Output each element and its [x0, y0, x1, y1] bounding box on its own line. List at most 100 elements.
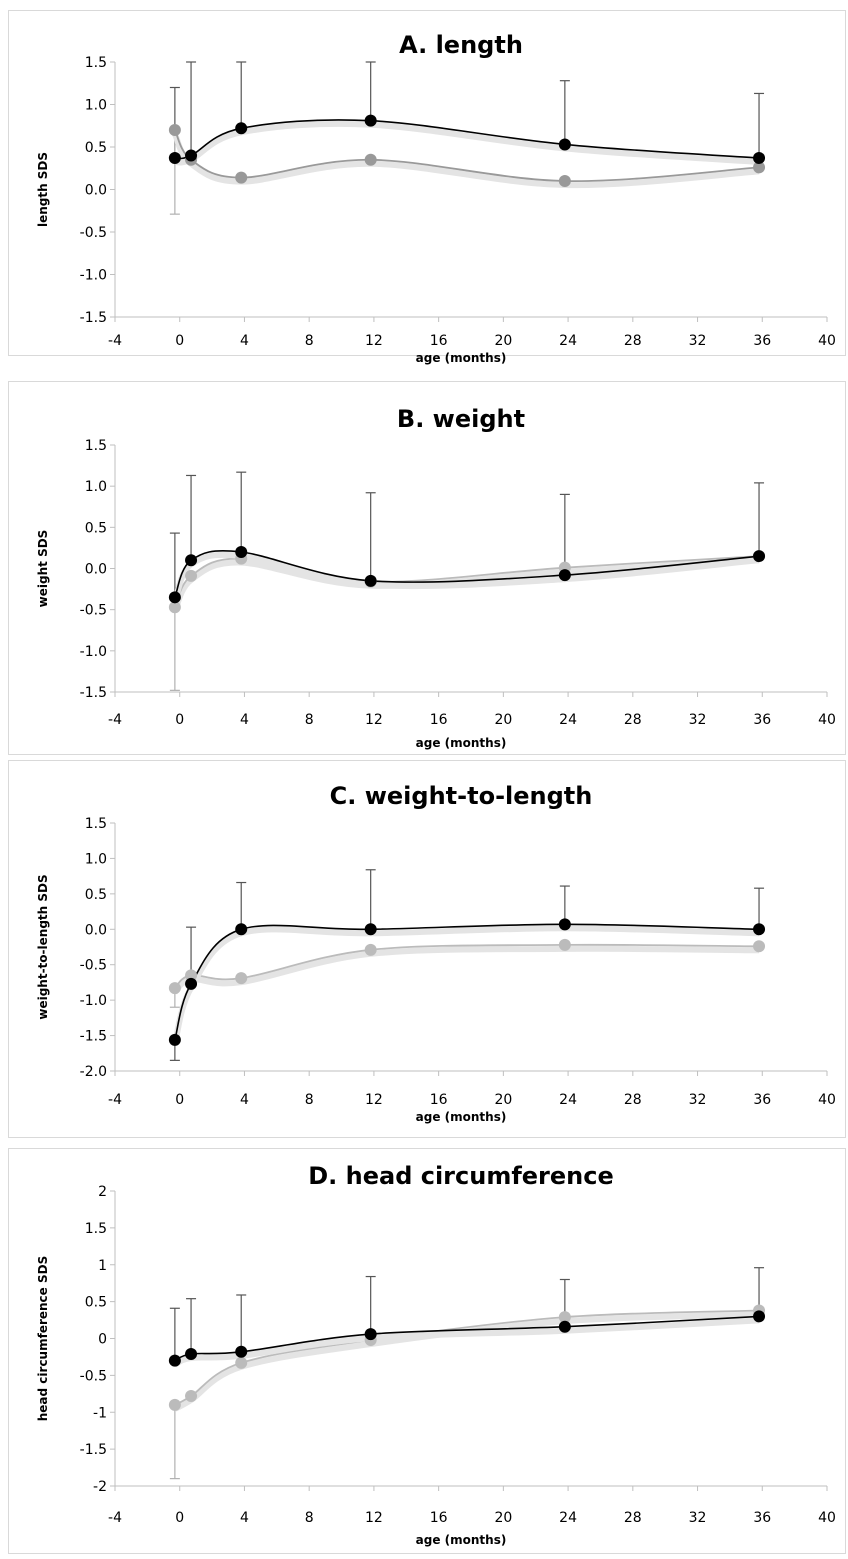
x-tick-label: 28	[624, 1510, 642, 1526]
y-tick-label: 1.0	[85, 479, 107, 495]
data-point	[235, 122, 248, 135]
y-tick-label: -2	[93, 1479, 107, 1495]
y-tick-label: -2.0	[80, 1064, 107, 1080]
y-tick-label: 0.0	[85, 922, 107, 938]
x-tick-label: 0	[175, 1510, 184, 1526]
x-tick-label: 0	[175, 712, 184, 728]
x-tick-label: 32	[689, 1510, 707, 1526]
x-tick-label: 36	[753, 333, 771, 349]
chart-weight: B. weight 1.5 1.0 0.5 0.0 -0.5 -1.0 -1.5-4 0 4 8 12…	[36, 405, 836, 750]
x-tick-label: 36	[753, 712, 771, 728]
x-tick-label: 20	[494, 1510, 512, 1526]
y-axis-label: head circumference SDS	[36, 1256, 50, 1422]
x-tick-label: 16	[430, 712, 448, 728]
x-tick-label: 0	[175, 1092, 184, 1108]
data-point	[168, 591, 181, 604]
data-point	[753, 550, 766, 563]
data-point	[558, 1311, 571, 1324]
x-tick-label: 16	[430, 1510, 448, 1526]
data-point	[364, 1328, 377, 1341]
y-tick-label: -1.5	[80, 310, 107, 326]
x-tick-label: 24	[559, 1092, 577, 1108]
x-tick-label: 8	[305, 1510, 314, 1526]
x-tick-label: 4	[240, 333, 249, 349]
data-point	[168, 601, 181, 614]
data-point	[235, 1345, 248, 1358]
y-axis-label: weight-to-length SDS	[36, 874, 50, 1019]
data-point	[558, 938, 571, 951]
y-tick-label: -1.5	[80, 1442, 107, 1458]
y-tick-label: -1.5	[80, 1029, 107, 1045]
data-point	[185, 554, 198, 567]
data-point	[185, 149, 198, 162]
data-point	[185, 569, 198, 582]
x-tick-label: 40	[818, 333, 836, 349]
data-point	[235, 546, 248, 559]
series-line-shadow	[172, 945, 760, 995]
x-tick-label: 12	[365, 333, 383, 349]
chart-title: A. length	[399, 31, 523, 59]
x-tick-label: 20	[494, 712, 512, 728]
chart-weight-to-length: C. weight-to-length 1.5 1.0 0.5 0.0 -0.5 -1.0 -…	[36, 782, 836, 1124]
chart-panel-weight-to-length: C. weight-to-length 1.5 1.0 0.5 0.0 -0.5 -1.0 -…	[8, 760, 846, 1138]
chart-panel-weight: B. weight 1.5 1.0 0.5 0.0 -0.5 -1.0 -1.5 -4 0 4 8 12…	[8, 381, 846, 755]
x-tick-label: -4	[108, 1510, 122, 1526]
data-point	[558, 138, 571, 151]
y-tick-label: 2	[98, 1184, 107, 1200]
x-tick-label: 28	[624, 1092, 642, 1108]
y-tick-label: -1.5	[80, 685, 107, 701]
y-tick-label: -1	[93, 1405, 107, 1421]
data-point	[364, 943, 377, 956]
x-tick-label: 16	[430, 333, 448, 349]
data-point	[235, 1356, 248, 1369]
data-point	[185, 1347, 198, 1360]
data-point	[168, 982, 181, 995]
data-point	[235, 923, 248, 936]
y-tick-label: -1.0	[80, 268, 107, 284]
x-tick-label: 12	[365, 1092, 383, 1108]
y-axis-label: length SDS	[36, 152, 50, 227]
chart-title: B. weight	[397, 405, 525, 433]
y-tick-label: -1.0	[80, 644, 107, 660]
x-tick-label: 8	[305, 1092, 314, 1108]
x-tick-label: 16	[430, 1092, 448, 1108]
y-tick-label: 1.5	[85, 1221, 107, 1237]
y-axis-label: weight SDS	[36, 530, 50, 608]
series-line-shadow	[172, 132, 760, 189]
data-point	[364, 153, 377, 166]
x-tick-label: 20	[494, 333, 512, 349]
y-tick-label: 0.0	[85, 562, 107, 578]
y-tick-label: 1.0	[85, 851, 107, 867]
x-tick-label: 24	[559, 712, 577, 728]
data-point	[168, 1033, 181, 1046]
y-tick-label: 0	[98, 1332, 107, 1348]
y-tick-label: -0.5	[80, 225, 107, 241]
y-tick-label: -0.5	[80, 1368, 107, 1384]
y-tick-label: 1.5	[85, 438, 107, 454]
data-point	[753, 923, 766, 936]
y-tick-label: 0.5	[85, 1295, 107, 1311]
series-line	[174, 923, 760, 1041]
chart-title: D. head circumference	[308, 1162, 614, 1190]
y-tick-label: 0.0	[85, 183, 107, 199]
data-point	[753, 940, 766, 953]
x-tick-label: 12	[365, 712, 383, 728]
x-axis-label: age (months)	[416, 351, 507, 365]
y-tick-label: 1	[98, 1258, 107, 1274]
data-point	[185, 977, 198, 990]
series-line-shadow	[174, 120, 760, 166]
x-tick-label: 12	[365, 1510, 383, 1526]
x-tick-label: 24	[559, 333, 577, 349]
data-point	[168, 124, 181, 136]
data-point	[558, 175, 571, 187]
y-tick-label: 1.5	[85, 55, 107, 71]
x-tick-label: -4	[108, 333, 122, 349]
chart-panel-head-circumference: D. head circumference 2 1.5 1 0.5 0 -0.5 -1 -1.5…	[8, 1148, 846, 1554]
x-tick-label: 24	[559, 1510, 577, 1526]
x-tick-label: 28	[624, 712, 642, 728]
x-tick-label: -4	[108, 712, 122, 728]
data-point	[753, 1310, 766, 1323]
y-tick-label: 0.5	[85, 520, 107, 536]
data-point	[235, 972, 248, 985]
y-tick-label: 1.0	[85, 98, 107, 114]
